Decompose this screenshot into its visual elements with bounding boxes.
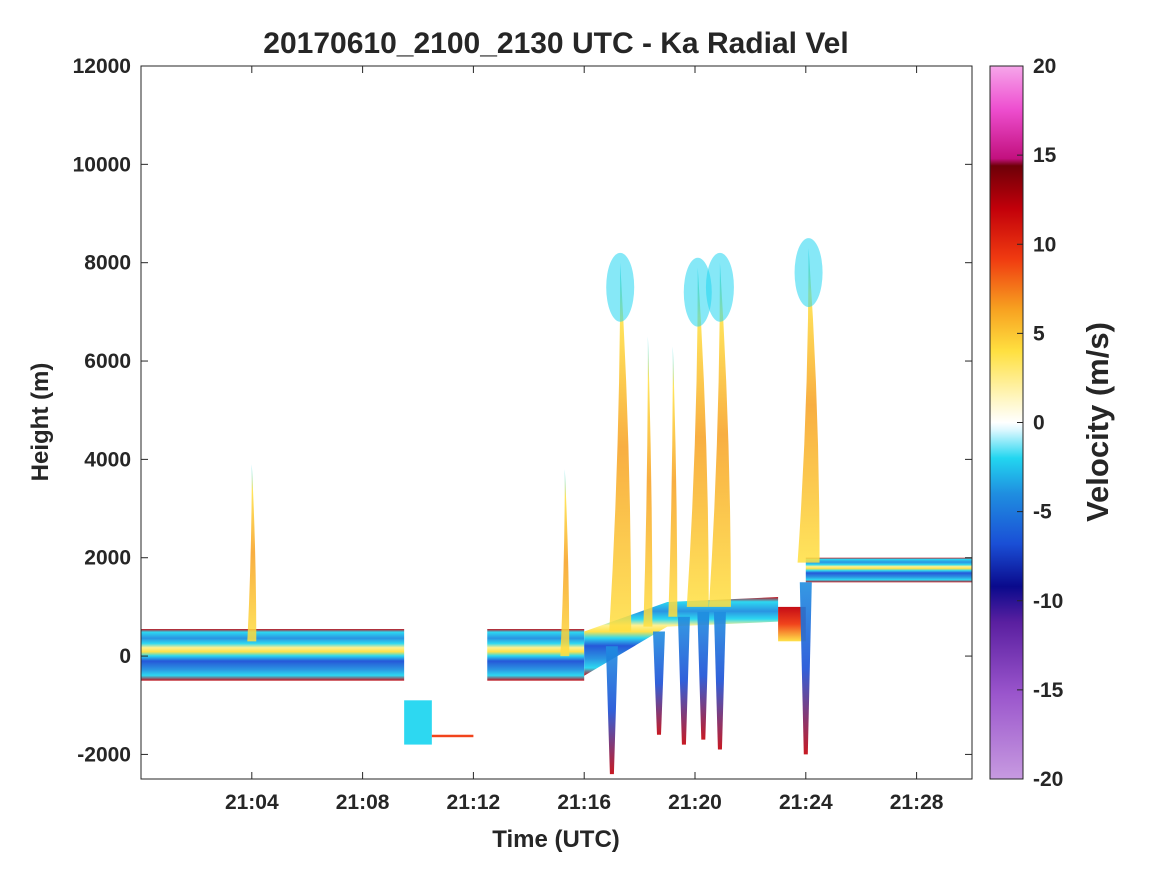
x-tick-label: 21:16 — [557, 791, 611, 814]
plume — [247, 464, 257, 642]
data-layer — [141, 238, 972, 775]
y-tick-label: -2000 — [77, 743, 131, 766]
y-tick-label: 12000 — [73, 55, 131, 78]
plume — [609, 262, 632, 632]
x-tick-label: 21:12 — [447, 791, 501, 814]
anvil-cloud — [683, 257, 712, 327]
y-tick-label: 4000 — [84, 448, 131, 471]
downdraft — [605, 646, 618, 775]
plume — [797, 247, 820, 563]
cloud-layer — [431, 734, 474, 738]
cloud-layer — [404, 700, 432, 745]
x-axis-label: Time (UTC) — [492, 826, 620, 853]
colorbar-tick-label: 0 — [1033, 412, 1045, 435]
y-tick-label: 2000 — [84, 547, 131, 570]
colorbar-tick-label: -15 — [1033, 679, 1064, 702]
cloud-layer — [805, 557, 972, 583]
colorbar-label: Velocity (m/s) — [1080, 322, 1115, 522]
plume — [686, 267, 709, 607]
anvil-cloud — [606, 252, 635, 322]
chart-title: 20170610_2100_2130 UTC - Ka Radial Vel — [263, 27, 848, 60]
downdraft — [697, 611, 710, 740]
colorbar-tick-label: 10 — [1033, 233, 1056, 256]
downdraft — [799, 582, 812, 755]
colorbar-tick-label: 5 — [1033, 322, 1045, 345]
x-tick-label: 21:04 — [225, 791, 279, 814]
colorbar-tick-label: -5 — [1033, 501, 1052, 524]
cloud-layer — [487, 629, 585, 681]
colorbar-tick-label: -10 — [1033, 590, 1063, 613]
colorbar-ticks: -20 -15 -10 -5 0 5 10 15 20 — [1017, 55, 1064, 791]
downdraft — [677, 616, 690, 745]
plume — [560, 469, 570, 657]
y-axis-label: Height (m) — [27, 363, 54, 482]
plume — [708, 262, 731, 607]
y-tick-label: 6000 — [84, 350, 131, 373]
anvil-cloud — [794, 238, 823, 307]
x-axis: 21:04 21:08 21:12 21:16 21:20 21:24 21:28 — [225, 66, 944, 814]
plot-frame — [140, 65, 973, 780]
plume — [668, 346, 678, 617]
downdraft — [652, 631, 665, 735]
plume — [643, 336, 653, 627]
cloud-layer — [141, 629, 405, 681]
anvil-cloud — [705, 252, 734, 322]
y-tick-label: 0 — [119, 645, 131, 668]
colorbar-tick-label: 20 — [1033, 55, 1056, 78]
x-tick-label: 21:20 — [668, 791, 722, 814]
colorbar-tick-label: 15 — [1033, 144, 1057, 167]
x-tick-label: 21:24 — [779, 791, 833, 814]
colorbar-tick-label: -20 — [1033, 768, 1063, 791]
cloud-layer — [584, 597, 779, 676]
x-tick-label: 21:28 — [890, 791, 944, 814]
y-tick-label: 10000 — [73, 153, 131, 176]
y-axis: -2000 0 2000 4000 6000 8000 10000 12000 — [73, 55, 972, 766]
y-tick-label: 8000 — [84, 252, 131, 275]
downdraft — [713, 611, 726, 750]
x-tick-label: 21:08 — [336, 791, 390, 814]
